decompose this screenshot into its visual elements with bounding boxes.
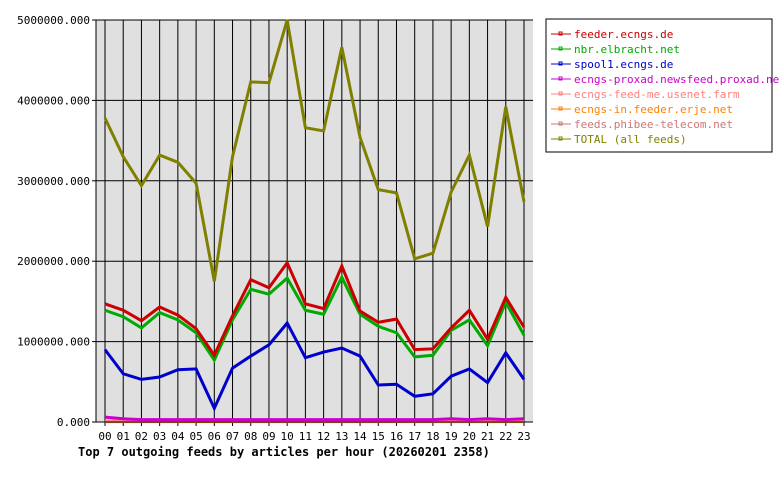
y-tick-label: 3000000.000 [17,175,90,188]
x-tick-label: 19 [445,430,458,443]
legend-label: nbr.elbracht.net [574,43,680,56]
legend-item: ecngs-feed-me.usenet.farm [551,88,740,101]
legend-label: TOTAL (all feeds) [574,133,687,146]
y-tick-label: 4000000.000 [17,94,90,107]
legend-marker [558,46,563,51]
x-tick-label: 16 [390,430,403,443]
x-tick-label: 04 [171,430,185,443]
legend-marker [558,121,563,126]
series-line-ecngs-feed-me-usenet-farm [105,418,525,423]
x-tick-label: 10 [281,430,294,443]
x-tick-label: 02 [135,430,148,443]
series-line-feeder-ecngs-de [104,259,526,359]
x-tick-label: 15 [372,430,385,443]
legend-item: feeder.ecngs.de [551,28,673,41]
y-tick-label: 1000000.000 [17,336,90,349]
plot-background [96,20,533,422]
x-tick-label: 11 [299,430,312,443]
series-line-nbr-elbracht-net [104,273,526,364]
x-tick-label: 14 [353,430,367,443]
series-line-total-all-feeds- [103,19,526,282]
y-tick-label: 5000000.000 [17,14,90,27]
legend-marker [558,106,563,111]
legend-marker [558,31,563,36]
x-tick-label: 06 [208,430,221,443]
legend-item: feeds.phibee-telecom.net [551,118,733,131]
y-axis-ticks: 0.000 1000000.000 2000000.000 3000000.000 40… [17,14,96,429]
x-tick-label: 07 [226,430,239,443]
legend-box [545,18,773,153]
x-tick-label: 03 [153,430,166,443]
x-tick-label: 05 [189,430,202,443]
x-tick-label: 08 [244,430,257,443]
legend-label: ecngs-feed-me.usenet.farm [574,88,740,101]
chart-title: Top 7 outgoing feeds by articles per hou… [78,445,490,459]
x-tick-label: 12 [317,430,330,443]
y-tick-label: 0.000 [57,416,90,429]
legend-marker [558,91,563,96]
legend: feeder.ecngs.de nbr.elbracht.net spool1.ec… [545,18,780,153]
x-tick-label: 01 [117,430,130,443]
legend-marker [558,76,563,81]
legend-marker [558,61,563,66]
x-tick-label: 21 [481,430,494,443]
x-tick-label: 22 [499,430,512,443]
legend-item: ecngs-proxad.newsfeed.proxad.net [551,73,780,86]
x-tick-label: 09 [262,430,275,443]
legend-item: nbr.elbracht.net [551,43,680,56]
legend-item: TOTAL (all feeds) [551,133,687,146]
series-line-ecngs-proxad-newsfeed-proxad-net [104,415,525,422]
legend-label: ecngs-proxad.newsfeed.proxad.net [574,73,780,86]
x-tick-label: 18 [426,430,439,443]
series-line-spool1-ecngs-de [103,320,526,412]
x-axis-ticks: 00 01 02 03 04 05 06 07 08 09 10 11 12 13 14 15 16 17 18 19… [98,422,531,443]
x-tick-label: 00 [98,430,111,443]
x-tick-label: 17 [408,430,421,443]
legend-label: ecngs-in.feeder.erje.net [574,103,733,116]
legend-label: spool1.ecngs.de [574,58,673,71]
y-tick-label: 2000000.000 [17,255,90,268]
x-tick-label: 13 [335,430,348,443]
legend-label: feeder.ecngs.de [574,28,673,41]
legend-label: feeds.phibee-telecom.net [574,118,733,131]
x-tick-label: 20 [463,430,476,443]
legend-marker [558,136,563,141]
legend-item: spool1.ecngs.de [551,58,673,71]
x-tick-label: 23 [517,430,530,443]
legend-item: ecngs-in.feeder.erje.net [551,103,733,116]
